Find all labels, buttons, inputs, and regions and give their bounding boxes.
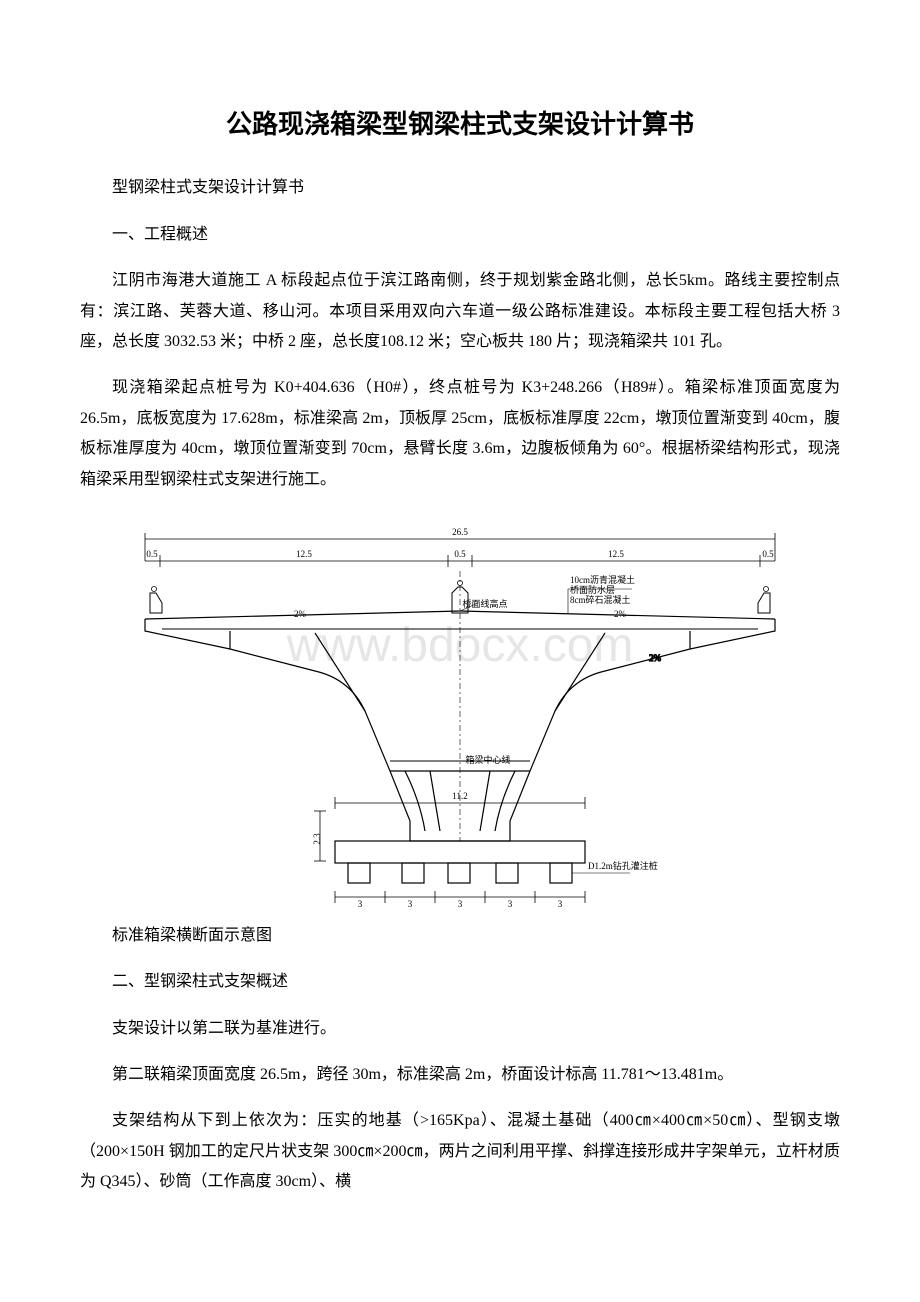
svg-text:2%: 2% (614, 609, 627, 619)
svg-text:11.2: 11.2 (452, 791, 467, 801)
svg-text:2.3: 2.3 (312, 833, 322, 845)
svg-text:26.5: 26.5 (452, 527, 468, 537)
paragraph-5: 支架结构从下到上依次为：压实的地基（>165Kpa）、混凝土基础（400㎝×40… (80, 1106, 840, 1197)
pile-cap (335, 841, 585, 863)
paragraph-3: 支架设计以第二联为基准进行。 (80, 1014, 840, 1044)
document-subtitle: 型钢梁柱式支架设计计算书 (80, 173, 840, 203)
svg-text:2%: 2% (294, 609, 307, 619)
svg-text:3: 3 (358, 899, 363, 909)
section-1-heading: 一、工程概述 (80, 220, 840, 250)
paragraph-1: 江阴市海港大道施工 A 标段起点位于滨江路南侧，终于规划紫金路北侧，总长5km。… (80, 266, 840, 357)
svg-text:12.5: 12.5 (608, 549, 624, 559)
document-title: 公路现浇箱梁型钢梁柱式支架设计计算书 (80, 100, 840, 149)
dim-bottom-width: 11.2 (335, 791, 585, 809)
svg-text:3: 3 (508, 899, 513, 909)
svg-text:3: 3 (458, 899, 463, 909)
centerline-label: 箱梁中心线 (465, 754, 510, 765)
svg-text:2%: 2% (649, 653, 662, 663)
paragraph-2: 现浇箱梁起点桩号为 K0+404.636（H0#），终点桩号为 K3+248.2… (80, 373, 840, 495)
cross-section-figure: www.bdocx.com 26.5 0.5 12.5 0.5 12.5 0.5 (80, 511, 840, 911)
watermark-text: www.bdocx.com (286, 619, 634, 672)
svg-text:0.5: 0.5 (146, 549, 158, 559)
barrier-right (758, 586, 770, 613)
dim-height: 2.3 (312, 811, 326, 861)
dim-foundation-spacing: 3 3 3 3 3 (335, 891, 585, 909)
svg-text:12.5: 12.5 (296, 549, 312, 559)
svg-text:0.5: 0.5 (762, 549, 774, 559)
svg-text:桥面防水层: 桥面防水层 (570, 584, 615, 595)
piles (348, 863, 572, 883)
center-point-label: 桥面线高点 (462, 598, 507, 609)
section-2-heading: 二、型钢梁柱式支架概述 (80, 967, 840, 997)
svg-text:10cm沥青混凝土: 10cm沥青混凝土 (570, 574, 635, 585)
dim-top-row2: 0.5 12.5 0.5 12.5 0.5 (145, 549, 775, 567)
figure-caption: 标准箱梁横断面示意图 (80, 921, 840, 951)
barrier-left (150, 586, 162, 613)
svg-text:8cm碎石混凝土: 8cm碎石混凝土 (570, 594, 631, 605)
svg-text:3: 3 (558, 899, 563, 909)
surface-annotations: 10cm沥青混凝土 桥面防水层 8cm碎石混凝土 (568, 574, 635, 613)
svg-text:0.5: 0.5 (454, 549, 466, 559)
svg-text:D1.2m钻孔灌注桩: D1.2m钻孔灌注桩 (588, 860, 658, 871)
paragraph-4: 第二联箱梁顶面宽度 26.5m，跨径 30m，标准梁高 2m，桥面设计标高 11… (80, 1060, 840, 1090)
svg-text:3: 3 (408, 899, 413, 909)
